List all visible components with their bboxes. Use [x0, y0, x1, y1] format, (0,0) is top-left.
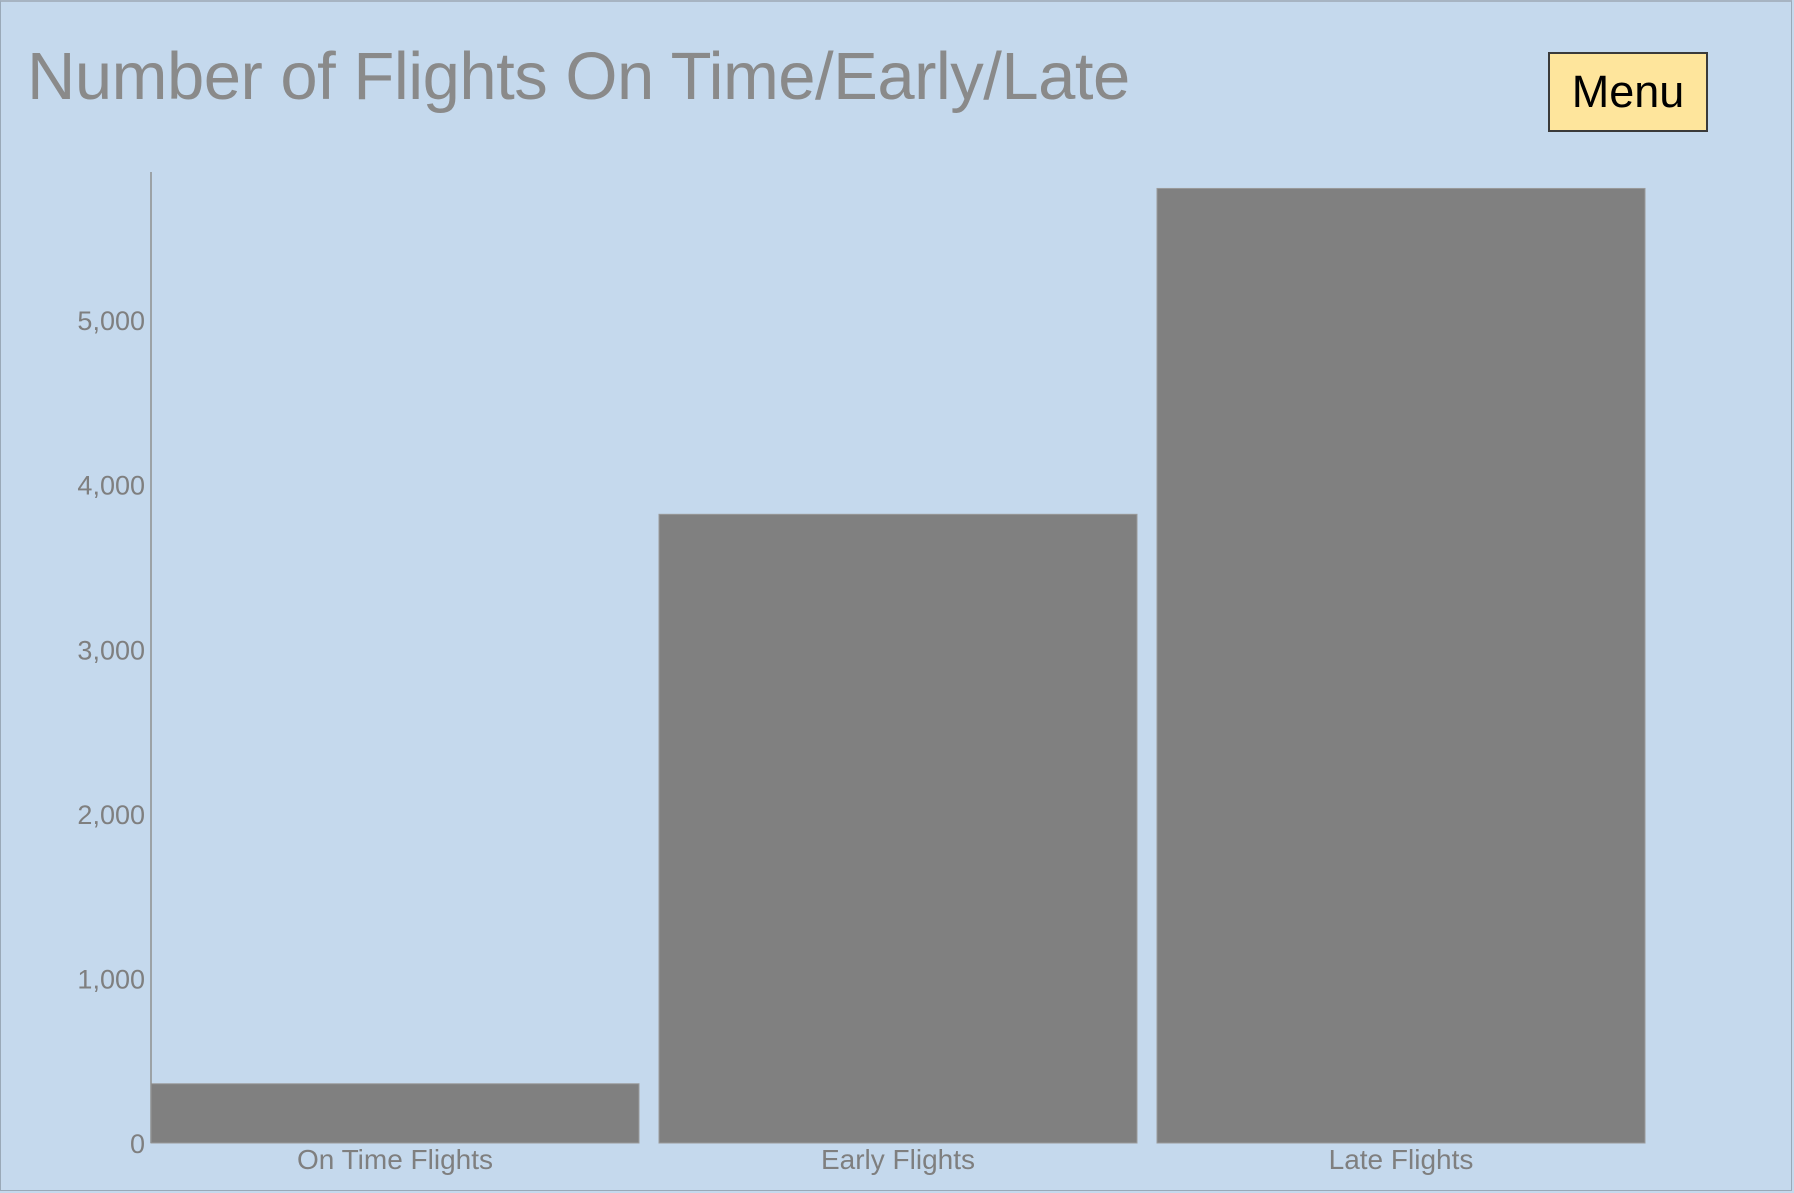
- page-title: Number of Flights On Time/Early/Late: [27, 39, 1130, 114]
- y-tick-label: 0: [130, 1129, 145, 1159]
- y-axis: 0 1,000 2,000 3,000 4,000 5,000: [77, 172, 152, 1159]
- x-tick-label: Late Flights: [1329, 1144, 1474, 1175]
- x-tick-label: On Time Flights: [297, 1144, 493, 1175]
- y-tick-label: 1,000: [77, 964, 145, 994]
- y-tick-label: 4,000: [77, 471, 145, 501]
- y-tick-label: 5,000: [77, 306, 145, 336]
- y-tick-label: 2,000: [77, 800, 145, 830]
- x-tick-label: Early Flights: [821, 1144, 975, 1175]
- menu-button[interactable]: Menu: [1548, 52, 1708, 132]
- bar-early-flights[interactable]: [658, 513, 1138, 1144]
- x-axis: On Time Flights Early Flights Late Flights: [297, 1144, 1473, 1175]
- bar-late-flights[interactable]: [1156, 187, 1646, 1144]
- y-tick-label: 3,000: [77, 635, 145, 665]
- bar-on-time-flights[interactable]: [150, 1083, 640, 1144]
- bars-group: [150, 187, 1646, 1144]
